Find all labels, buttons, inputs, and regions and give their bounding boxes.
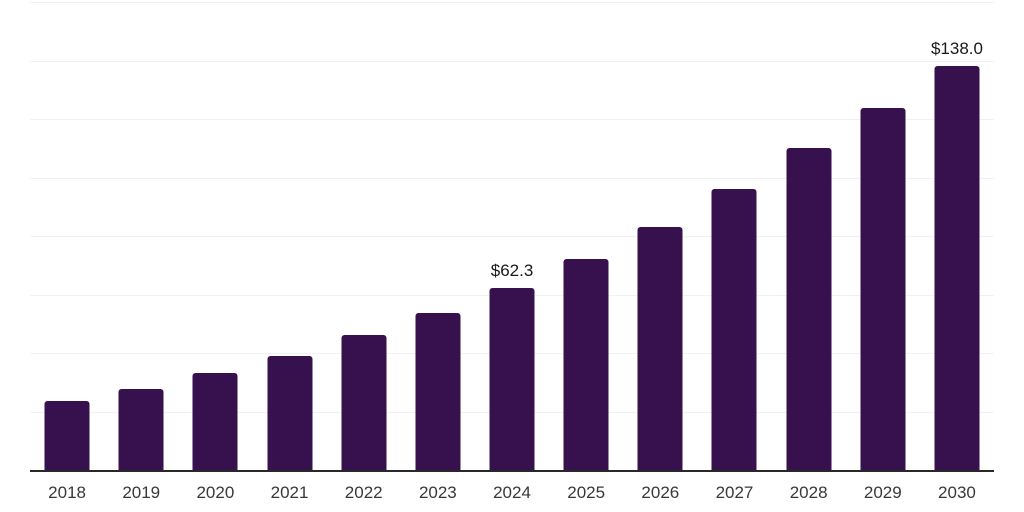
x-tick-2029: 2029 (863, 483, 902, 502)
bar-slot-2020 (178, 2, 252, 470)
x-tick-2018: 2018 (48, 483, 86, 502)
bar-slot-2028 (772, 2, 846, 470)
bar-2029 (860, 108, 906, 470)
x-tick-2024: 2024 (493, 483, 531, 502)
x-tick-2027: 2027 (715, 483, 754, 502)
bar-2027 (711, 189, 757, 470)
bar-slot-2026 (623, 2, 697, 470)
bars-group: $62.3 $138.0 (30, 2, 994, 470)
x-tick-2019: 2019 (122, 483, 161, 502)
x-tick-2025: 2025 (567, 483, 606, 502)
x-tick-2028: 2028 (789, 483, 828, 502)
x-tick-2022: 2022 (344, 483, 383, 502)
bar-slot-2023 (401, 2, 475, 470)
bar-2024 (489, 287, 535, 470)
gridline-140 (30, 60, 994, 62)
bar-2021 (267, 356, 313, 470)
x-tick-2023: 2023 (418, 483, 457, 502)
bar-slot-2022 (327, 2, 401, 470)
bar-slot-2024: $62.3 (475, 2, 549, 470)
x-axis-labels: 2018 2019 2020 2021 2022 2023 2024 2025 2026 2027… (30, 484, 994, 501)
x-tick-2026: 2026 (641, 483, 680, 502)
x-tick-2020: 2020 (196, 483, 235, 502)
bar-2023 (415, 312, 461, 470)
gridline-100 (30, 177, 994, 179)
bar-2030 (934, 66, 980, 470)
data-label-2024: $62.3 (490, 260, 534, 280)
bar-2025 (563, 259, 609, 470)
gridline-80 (30, 236, 994, 237)
bar-slot-2027 (697, 2, 771, 470)
bar-slot-2018 (30, 2, 104, 470)
x-tick-2021: 2021 (270, 483, 309, 502)
bar-2018 (44, 400, 90, 470)
gridline-160 (30, 2, 994, 3)
bar-2019 (118, 388, 164, 470)
bar-slot-2021 (252, 2, 326, 470)
bar-2020 (192, 373, 238, 470)
gridline-120 (30, 119, 994, 120)
x-tick-2030: 2030 (938, 483, 976, 502)
bar-slot-2029 (846, 2, 920, 470)
plot-area: $62.3 $138.0 (30, 2, 994, 472)
bar-2028 (786, 148, 832, 470)
bar-2026 (637, 227, 683, 470)
data-label-2030: $138.0 (930, 39, 983, 59)
bar-slot-2030: $138.0 (920, 2, 994, 470)
bar-slot-2025 (549, 2, 623, 470)
bar-2022 (341, 335, 387, 470)
bar-slot-2019 (104, 2, 178, 470)
